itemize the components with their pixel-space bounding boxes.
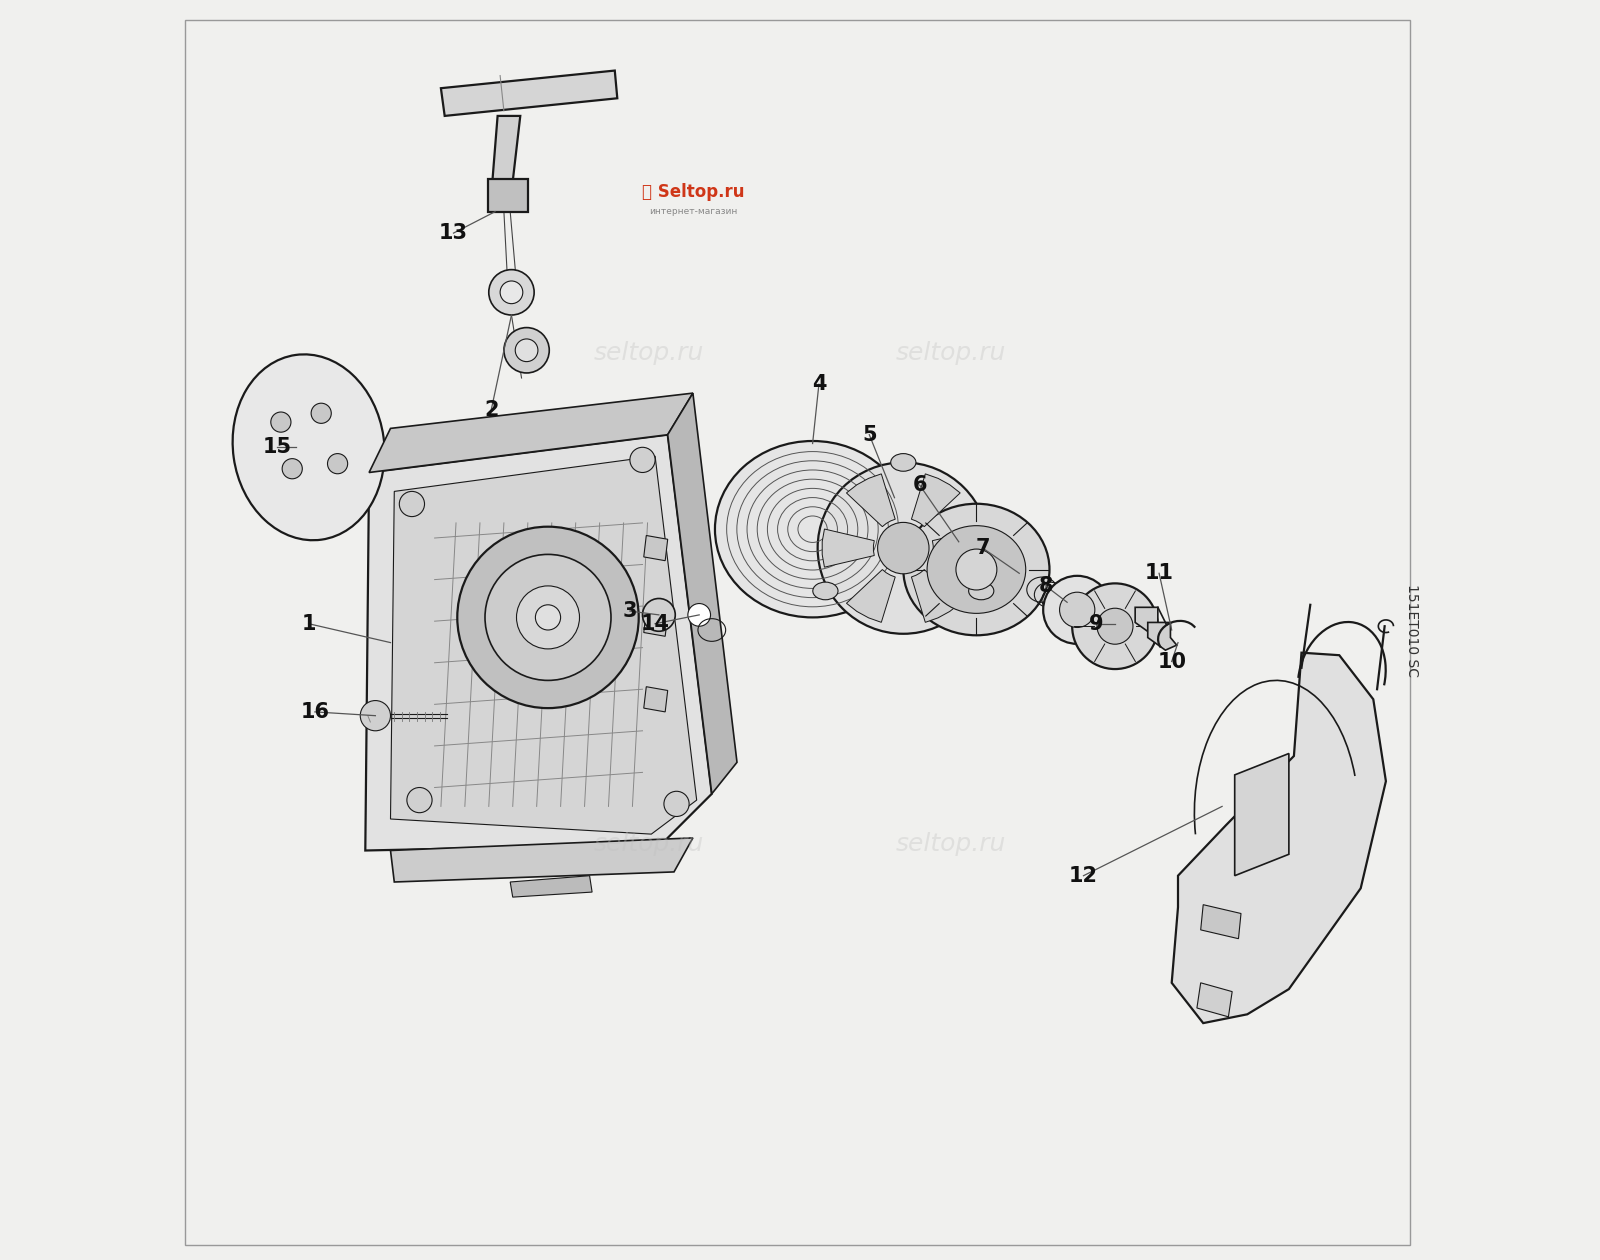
Text: 151ET010 SC: 151ET010 SC xyxy=(1405,583,1419,677)
Circle shape xyxy=(400,491,424,517)
Circle shape xyxy=(360,701,390,731)
Text: 6: 6 xyxy=(912,475,926,495)
Polygon shape xyxy=(488,179,528,212)
Circle shape xyxy=(282,459,302,479)
Text: 3: 3 xyxy=(622,601,637,621)
Circle shape xyxy=(515,339,538,362)
Polygon shape xyxy=(365,435,712,850)
Circle shape xyxy=(688,604,710,626)
Ellipse shape xyxy=(715,441,910,617)
Text: 9: 9 xyxy=(1088,614,1104,634)
Polygon shape xyxy=(442,71,618,116)
Text: seltop.ru: seltop.ru xyxy=(896,832,1006,857)
Circle shape xyxy=(310,403,331,423)
Text: 2: 2 xyxy=(485,399,499,420)
Circle shape xyxy=(664,791,690,816)
Polygon shape xyxy=(1171,653,1386,1023)
Circle shape xyxy=(955,549,997,590)
Ellipse shape xyxy=(904,504,1050,635)
Ellipse shape xyxy=(813,582,838,600)
Text: seltop.ru: seltop.ru xyxy=(594,832,704,857)
Circle shape xyxy=(504,328,549,373)
Polygon shape xyxy=(667,393,738,794)
Polygon shape xyxy=(510,876,592,897)
Text: 14: 14 xyxy=(640,614,670,634)
Circle shape xyxy=(1043,576,1112,644)
Polygon shape xyxy=(1134,607,1165,635)
Text: 11: 11 xyxy=(1144,563,1174,583)
Polygon shape xyxy=(390,456,696,834)
Ellipse shape xyxy=(891,454,915,471)
Circle shape xyxy=(270,412,291,432)
Text: 12: 12 xyxy=(1069,866,1098,886)
Polygon shape xyxy=(1197,983,1232,1017)
Polygon shape xyxy=(643,536,667,561)
Text: интернет-магазин: интернет-магазин xyxy=(648,207,738,217)
Text: 1: 1 xyxy=(301,614,315,634)
Circle shape xyxy=(406,788,432,813)
Polygon shape xyxy=(1147,622,1176,650)
Polygon shape xyxy=(933,529,984,567)
Circle shape xyxy=(878,523,930,573)
Circle shape xyxy=(517,586,579,649)
Circle shape xyxy=(643,598,675,631)
Text: 8: 8 xyxy=(1038,576,1053,596)
Circle shape xyxy=(1059,592,1094,627)
Circle shape xyxy=(501,281,523,304)
Circle shape xyxy=(630,447,654,472)
Polygon shape xyxy=(846,474,896,527)
Text: 15: 15 xyxy=(262,437,291,457)
Text: 5: 5 xyxy=(862,425,877,445)
Polygon shape xyxy=(912,474,960,527)
Circle shape xyxy=(1098,609,1133,644)
Text: 13: 13 xyxy=(438,223,467,243)
Polygon shape xyxy=(1200,905,1242,939)
Text: Ⓢ Seltop.ru: Ⓢ Seltop.ru xyxy=(642,183,744,200)
Text: seltop.ru: seltop.ru xyxy=(594,340,704,365)
Ellipse shape xyxy=(968,582,994,600)
Polygon shape xyxy=(370,393,693,472)
Text: 16: 16 xyxy=(301,702,330,722)
Circle shape xyxy=(488,270,534,315)
Text: 4: 4 xyxy=(811,374,826,394)
Polygon shape xyxy=(493,116,520,181)
Text: 7: 7 xyxy=(976,538,990,558)
Circle shape xyxy=(1072,583,1158,669)
Polygon shape xyxy=(912,570,960,622)
Polygon shape xyxy=(390,838,693,882)
Circle shape xyxy=(536,605,560,630)
Ellipse shape xyxy=(926,525,1026,614)
Polygon shape xyxy=(643,611,667,636)
Circle shape xyxy=(485,554,611,680)
Ellipse shape xyxy=(232,354,384,541)
Polygon shape xyxy=(643,687,667,712)
Circle shape xyxy=(818,462,989,634)
Text: seltop.ru: seltop.ru xyxy=(896,340,1006,365)
Polygon shape xyxy=(1235,753,1290,876)
Polygon shape xyxy=(822,529,874,567)
Text: 10: 10 xyxy=(1157,651,1186,672)
Circle shape xyxy=(328,454,347,474)
Polygon shape xyxy=(846,570,896,622)
Circle shape xyxy=(458,527,638,708)
